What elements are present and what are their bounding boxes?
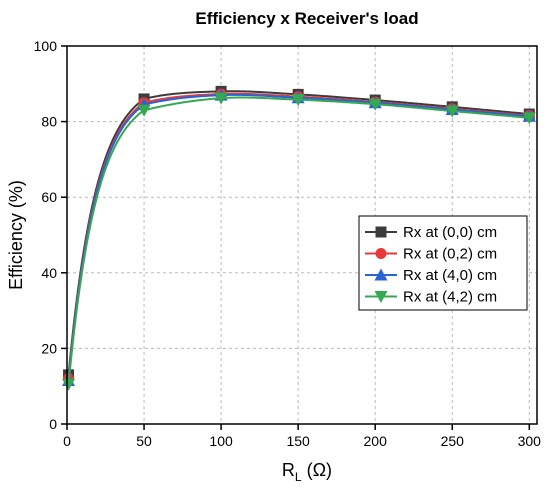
legend: Rx at (0,0) cm Rx at (0,2) cm Rx at (4,0) …	[358, 215, 528, 311]
y-tick-label: 100	[34, 38, 58, 54]
x-axis-label-unit: (Ω)	[302, 460, 332, 480]
series-line	[67, 96, 530, 385]
data-point	[368, 98, 382, 111]
legend-marker	[374, 291, 388, 303]
legend-label: Rx at (4,0) cm	[403, 267, 497, 284]
data-point	[137, 104, 151, 117]
legend-entry: Rx at (4,0) cm	[365, 267, 497, 284]
y-tick-label: 60	[41, 189, 57, 205]
x-axis-label-subscript: L	[295, 470, 302, 484]
plot-frame	[66, 45, 538, 425]
x-tick-label: 300	[518, 433, 542, 449]
legend-label: Rx at (0,0) cm	[403, 224, 497, 241]
x-tick-label: 50	[136, 433, 152, 449]
data-point	[445, 105, 459, 118]
x-tick-label: 250	[441, 433, 465, 449]
data-point	[291, 94, 305, 107]
series-4	[62, 92, 536, 391]
series-line	[67, 90, 530, 375]
series-line	[67, 93, 530, 381]
legend-marker	[374, 268, 388, 281]
data-point	[214, 92, 228, 105]
x-axis-label: RL (Ω)	[282, 460, 332, 484]
legend-label: Rx at (0,2) cm	[403, 246, 497, 263]
x-tick-label: 150	[286, 433, 310, 449]
series-layer	[62, 85, 536, 391]
x-tick-label: 200	[364, 433, 388, 449]
legend-label: Rx at (4,2) cm	[403, 289, 497, 306]
legend-marker	[375, 248, 387, 259]
y-axis-label: Efficiency (%)	[6, 180, 26, 290]
x-tick-label: 100	[209, 433, 233, 449]
legend-marker	[375, 226, 387, 238]
chart-title: Efficiency x Receiver's load	[195, 9, 418, 28]
x-axis-label-main: R	[282, 460, 295, 480]
data-point	[62, 378, 76, 391]
legend-entry: Rx at (4,2) cm	[365, 289, 497, 306]
y-tick-label: 20	[41, 340, 57, 356]
data-point	[522, 112, 536, 125]
axis-ticks: 0 50 100 150 200 250 300 0 20 40 60 80 100	[34, 38, 542, 449]
x-tick-label: 0	[63, 433, 71, 449]
legend-entry: Rx at (0,0) cm	[365, 224, 497, 241]
y-tick-label: 80	[41, 114, 57, 130]
y-tick-label: 0	[49, 416, 57, 432]
y-tick-label: 40	[41, 265, 57, 281]
legend-entry: Rx at (0,2) cm	[365, 246, 497, 263]
